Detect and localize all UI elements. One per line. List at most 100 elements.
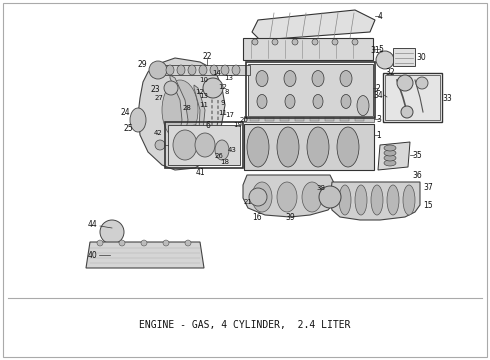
Text: 11: 11 [218,110,227,116]
Ellipse shape [166,65,174,75]
Ellipse shape [249,188,267,206]
Ellipse shape [177,65,185,75]
Polygon shape [170,75,188,142]
Text: 34: 34 [373,90,383,99]
Polygon shape [378,142,410,170]
Ellipse shape [340,71,352,86]
Text: 36: 36 [412,171,422,180]
Ellipse shape [277,127,299,167]
Ellipse shape [215,140,229,160]
Bar [248,64,373,116]
Ellipse shape [285,94,295,108]
Bar [280,117,289,121]
Ellipse shape [387,185,399,215]
Bar [383,73,442,122]
Ellipse shape [252,39,258,45]
Ellipse shape [188,65,196,75]
Bar [295,117,304,121]
Text: 4: 4 [378,12,383,21]
Text: 28: 28 [182,105,191,111]
Text: 41: 41 [195,167,205,176]
Ellipse shape [195,133,215,157]
Text: 29: 29 [137,59,147,68]
Ellipse shape [163,240,169,246]
Ellipse shape [319,186,341,208]
Ellipse shape [173,130,197,160]
Bar [393,48,415,66]
Text: 15: 15 [423,201,433,210]
Ellipse shape [355,185,367,215]
Text: 43: 43 [228,147,237,153]
Text: 18: 18 [220,159,229,165]
Text: 16: 16 [252,212,262,221]
Text: 6: 6 [205,121,210,130]
Ellipse shape [401,106,413,118]
Ellipse shape [416,77,428,89]
Ellipse shape [384,155,396,161]
Ellipse shape [384,160,396,166]
Ellipse shape [164,81,178,95]
Text: 17: 17 [225,112,234,118]
Text: ENGINE - GAS, 4 CYLINDER,  2.4 LITER: ENGINE - GAS, 4 CYLINDER, 2.4 LITER [139,320,351,330]
Ellipse shape [149,61,167,79]
Text: 37: 37 [423,183,433,192]
Ellipse shape [185,240,191,246]
Text: 25: 25 [123,123,133,132]
Ellipse shape [221,65,229,75]
Text: 23: 23 [150,85,160,94]
Ellipse shape [292,39,298,45]
Ellipse shape [332,39,338,45]
Text: 13: 13 [224,75,233,81]
Ellipse shape [100,220,124,244]
Ellipse shape [155,140,165,150]
Bar [165,65,250,75]
Bar [325,117,334,121]
Ellipse shape [313,94,323,108]
Text: 10: 10 [199,77,208,83]
Polygon shape [86,242,204,268]
Ellipse shape [141,240,147,246]
Bar [385,75,440,120]
Ellipse shape [339,185,351,215]
Ellipse shape [199,65,207,75]
Ellipse shape [256,71,268,86]
Text: 42: 42 [153,130,162,136]
Text: 8: 8 [224,89,228,95]
Ellipse shape [272,39,278,45]
Ellipse shape [376,51,394,69]
Text: 30: 30 [416,53,426,62]
Text: 26: 26 [215,153,224,159]
Ellipse shape [371,185,383,215]
Ellipse shape [277,182,297,212]
Text: 22: 22 [202,51,212,60]
Text: 5: 5 [378,45,383,54]
Polygon shape [252,10,375,40]
Text: 20: 20 [240,117,249,123]
Bar [243,38,373,60]
Polygon shape [330,182,420,220]
Text: 38: 38 [316,185,325,191]
Ellipse shape [357,96,369,116]
Ellipse shape [341,94,351,108]
Text: 40: 40 [87,251,97,260]
Bar [355,117,364,121]
Ellipse shape [210,65,218,75]
Bar [165,122,243,168]
Text: 11: 11 [199,102,208,108]
Text: 13: 13 [199,93,208,99]
Polygon shape [243,175,335,217]
Text: 3: 3 [376,114,381,123]
Bar [340,117,349,121]
Ellipse shape [312,71,324,86]
Text: 2: 2 [376,84,381,93]
Text: 33: 33 [442,94,452,103]
Ellipse shape [232,65,240,75]
Ellipse shape [162,80,198,140]
Ellipse shape [203,78,223,98]
Ellipse shape [247,127,269,167]
Ellipse shape [130,108,146,132]
Text: 12: 12 [195,89,204,95]
Ellipse shape [97,240,103,246]
Text: 14: 14 [212,70,221,76]
Ellipse shape [252,182,272,212]
